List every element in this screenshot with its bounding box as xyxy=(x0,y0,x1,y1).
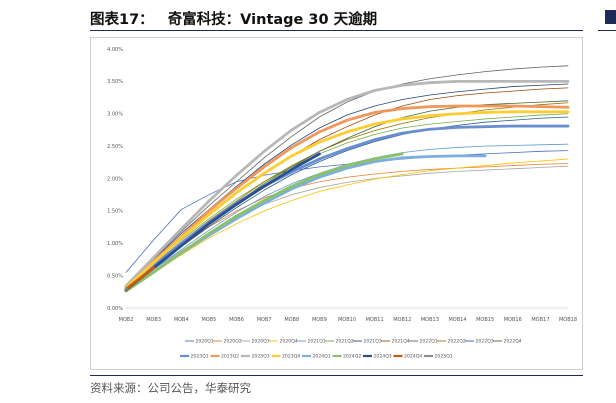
legend-label: 2020Q1 xyxy=(196,339,214,345)
y-tick-label: 2.00% xyxy=(107,176,123,182)
series-line-2021Q3 xyxy=(125,83,569,288)
legend-label: 2022Q4 xyxy=(504,339,522,345)
series-line-2022Q3 xyxy=(125,116,569,291)
legend-label: 2022Q3 xyxy=(476,339,494,345)
x-tick-label: MOB12 xyxy=(393,317,411,323)
y-tick-label: 4.00% xyxy=(107,47,123,53)
legend-label: 2024Q1 xyxy=(313,354,331,360)
x-tick-label: MOB11 xyxy=(366,317,384,323)
series-line-2024Q1 xyxy=(124,154,487,292)
series-line-2024Q4 xyxy=(124,266,156,291)
x-tick-label: MOB2 xyxy=(119,317,134,323)
y-tick-label: 0.50% xyxy=(107,273,123,279)
series-point-2025Q1 xyxy=(124,287,128,290)
x-tick-label: MOB10 xyxy=(338,317,356,323)
y-tick-label: 3.00% xyxy=(107,112,123,118)
legend-label: 2022Q1 xyxy=(420,339,438,345)
title-rule xyxy=(90,30,583,31)
series-line-2022Q1 xyxy=(125,65,569,287)
series-line-2023Q2 xyxy=(124,104,570,289)
legend-label: 2021Q1 xyxy=(308,339,326,345)
x-tick-label: MOB15 xyxy=(476,317,494,323)
legend-label: 2023Q2 xyxy=(221,354,239,360)
x-tick-label: MOB13 xyxy=(421,317,439,323)
y-tick-label: 1.00% xyxy=(107,241,123,247)
x-tick-label: MOB5 xyxy=(201,317,216,323)
legend-label: 2021Q3 xyxy=(364,339,382,345)
y-tick-label: 1.50% xyxy=(107,209,123,215)
adjacent-figure-edge xyxy=(605,10,616,24)
x-tick-label: MOB6 xyxy=(229,317,244,323)
legend-label: 2021Q4 xyxy=(392,339,410,345)
figure-title: 图表17： 奇富科技：Vintage 30 天逾期 xyxy=(90,8,377,29)
legend-label: 2020Q4 xyxy=(280,339,298,345)
legend-label: 2020Q2 xyxy=(224,339,242,345)
x-tick-label: MOB16 xyxy=(504,317,522,323)
adjacent-figure-rule xyxy=(598,30,616,31)
legend-label: 2024Q3 xyxy=(374,354,392,360)
figure-title-text: 奇富科技：Vintage 30 天逾期 xyxy=(167,12,378,28)
x-tick-label: MOB9 xyxy=(312,317,327,323)
y-tick-label: 2.50% xyxy=(107,144,123,150)
legend-label: 2023Q4 xyxy=(282,354,300,360)
source-rule xyxy=(90,375,583,376)
series-line-2023Q4 xyxy=(124,110,570,290)
chart-frame xyxy=(90,37,583,370)
series-line-2022Q4 xyxy=(125,100,569,290)
x-tick-label: MOB4 xyxy=(174,317,189,323)
source-note: 资料来源：公司公告，华泰研究 xyxy=(90,381,251,395)
legend-label: 2021Q2 xyxy=(336,339,354,345)
x-tick-label: MOB14 xyxy=(448,317,466,323)
x-tick-label: MOB7 xyxy=(257,317,272,323)
x-tick-label: MOB3 xyxy=(146,317,161,323)
series-line-2020Q4 xyxy=(125,158,569,291)
legend-label: 2025Q1 xyxy=(435,354,453,360)
figure-title-label: 图表17： xyxy=(90,12,154,28)
x-tick-label: MOB17 xyxy=(531,317,549,323)
legend-label: 2020Q3 xyxy=(252,339,270,345)
legend-label: 2023Q1 xyxy=(191,354,209,360)
series-line-2024Q2 xyxy=(124,152,404,293)
x-tick-label: MOB18 xyxy=(559,317,577,323)
series-line-2023Q3 xyxy=(124,79,570,288)
y-tick-label: 3.50% xyxy=(107,79,123,85)
series-line-2021Q2 xyxy=(125,113,569,288)
y-tick-label: 0.00% xyxy=(107,306,123,312)
series-line-2024Q3 xyxy=(124,152,321,292)
legend-label: 2023Q3 xyxy=(252,354,270,360)
legend-label: 2024Q2 xyxy=(343,354,361,360)
legend-label: 2024Q4 xyxy=(404,354,422,360)
x-tick-label: MOB8 xyxy=(284,317,299,323)
legend-label: 2022Q2 xyxy=(448,339,466,345)
